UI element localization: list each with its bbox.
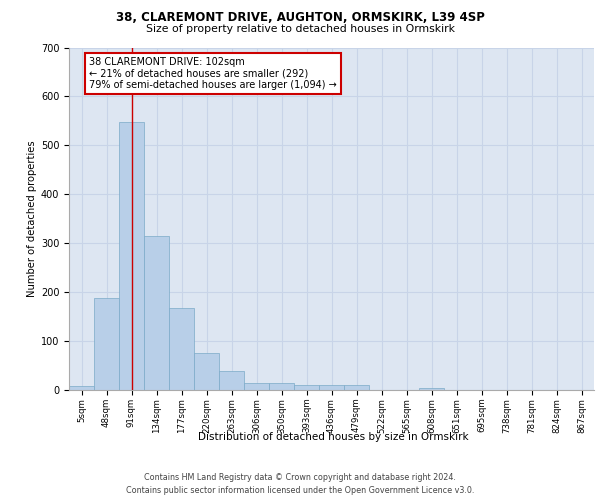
Bar bbox=[169, 308, 194, 390]
Bar bbox=[194, 354, 219, 390]
Text: Size of property relative to detached houses in Ormskirk: Size of property relative to detached ho… bbox=[146, 24, 455, 34]
Text: Distribution of detached houses by size in Ormskirk: Distribution of detached houses by size … bbox=[197, 432, 469, 442]
Bar bbox=[69, 386, 94, 390]
Bar bbox=[219, 372, 244, 390]
Bar bbox=[294, 385, 319, 390]
Text: Contains HM Land Registry data © Crown copyright and database right 2024.
Contai: Contains HM Land Registry data © Crown c… bbox=[126, 474, 474, 495]
Bar bbox=[344, 385, 369, 390]
Bar bbox=[144, 236, 169, 390]
Bar bbox=[269, 382, 294, 390]
Bar bbox=[419, 388, 444, 390]
Y-axis label: Number of detached properties: Number of detached properties bbox=[26, 140, 37, 297]
Bar bbox=[119, 122, 144, 390]
Bar bbox=[319, 385, 344, 390]
Text: 38 CLAREMONT DRIVE: 102sqm
← 21% of detached houses are smaller (292)
79% of sem: 38 CLAREMONT DRIVE: 102sqm ← 21% of deta… bbox=[89, 58, 337, 90]
Text: 38, CLAREMONT DRIVE, AUGHTON, ORMSKIRK, L39 4SP: 38, CLAREMONT DRIVE, AUGHTON, ORMSKIRK, … bbox=[116, 11, 484, 24]
Bar bbox=[244, 382, 269, 390]
Bar bbox=[94, 298, 119, 390]
